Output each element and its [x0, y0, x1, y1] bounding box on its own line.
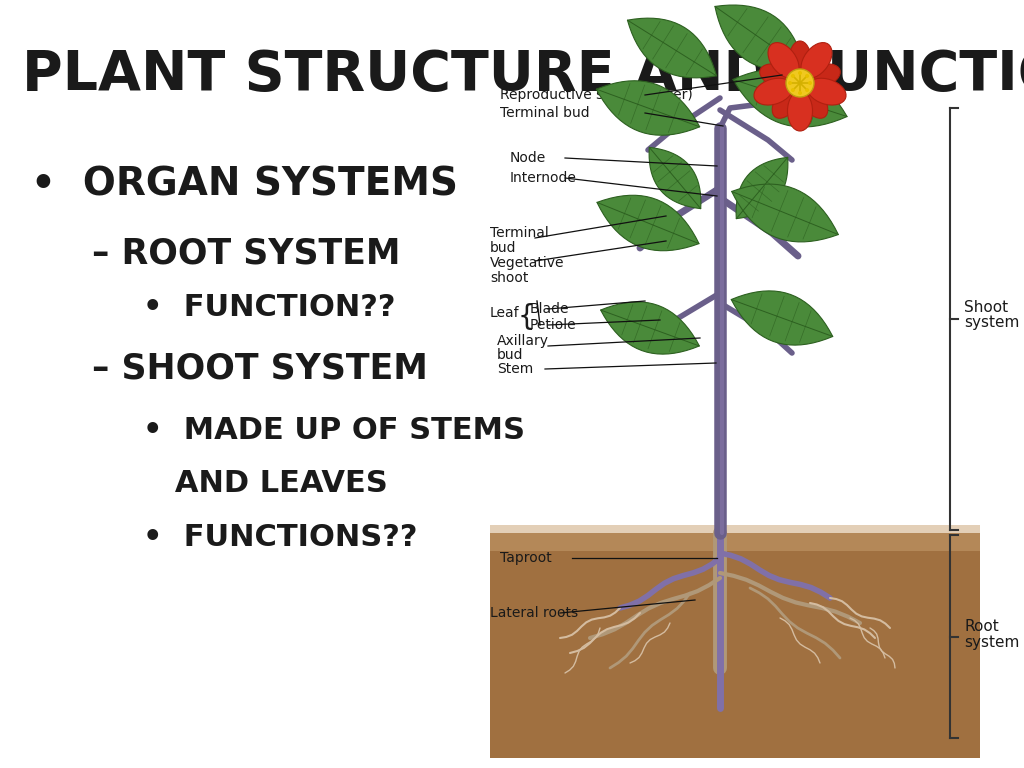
Text: Terminal: Terminal	[490, 226, 549, 240]
Text: Vegetative: Vegetative	[490, 256, 564, 270]
Text: system: system	[964, 316, 1019, 330]
Circle shape	[786, 69, 814, 97]
Text: Leaf: Leaf	[490, 306, 519, 320]
Polygon shape	[490, 525, 980, 551]
Text: Root: Root	[964, 619, 998, 634]
Text: – ROOT SYSTEM: – ROOT SYSTEM	[92, 237, 400, 270]
Text: {: {	[518, 303, 536, 331]
Ellipse shape	[800, 85, 827, 118]
Text: AND LEAVES: AND LEAVES	[143, 469, 388, 498]
Text: Internode: Internode	[510, 171, 577, 185]
Text: – SHOOT SYSTEM: – SHOOT SYSTEM	[92, 352, 428, 386]
Text: bud: bud	[497, 348, 523, 362]
Ellipse shape	[801, 42, 831, 78]
Polygon shape	[601, 302, 699, 354]
Polygon shape	[715, 5, 805, 71]
Circle shape	[805, 74, 809, 78]
Text: Reproductive shoot (flower): Reproductive shoot (flower)	[500, 88, 693, 102]
Text: bud: bud	[490, 241, 516, 255]
Text: •  FUNCTION??: • FUNCTION??	[143, 293, 396, 322]
Circle shape	[788, 81, 792, 85]
Ellipse shape	[807, 78, 846, 105]
Circle shape	[805, 88, 809, 92]
Text: Axillary: Axillary	[497, 334, 549, 348]
Circle shape	[808, 81, 812, 85]
Text: PLANT STRUCTURE AND FUNCTION: PLANT STRUCTURE AND FUNCTION	[22, 48, 1024, 102]
Ellipse shape	[768, 42, 799, 78]
Polygon shape	[732, 184, 839, 242]
Circle shape	[798, 71, 802, 75]
Text: Petiole: Petiole	[530, 318, 577, 332]
Text: •  ORGAN SYSTEMS: • ORGAN SYSTEMS	[31, 165, 458, 204]
Text: Blade: Blade	[530, 302, 569, 316]
Ellipse shape	[754, 78, 793, 105]
Ellipse shape	[760, 64, 797, 88]
Polygon shape	[597, 195, 699, 250]
Text: Node: Node	[510, 151, 546, 165]
Polygon shape	[733, 69, 847, 127]
Circle shape	[798, 91, 802, 95]
Ellipse shape	[772, 85, 801, 118]
Polygon shape	[596, 81, 699, 135]
Ellipse shape	[804, 64, 841, 88]
Polygon shape	[731, 291, 833, 345]
Text: shoot: shoot	[490, 271, 528, 285]
Text: •  MADE UP OF STEMS: • MADE UP OF STEMS	[143, 415, 525, 445]
Ellipse shape	[787, 91, 812, 131]
Polygon shape	[649, 147, 700, 209]
Circle shape	[791, 74, 795, 78]
Ellipse shape	[790, 41, 811, 79]
Text: Stem: Stem	[497, 362, 534, 376]
Polygon shape	[628, 18, 717, 78]
Text: Terminal bud: Terminal bud	[500, 106, 590, 120]
Polygon shape	[736, 157, 787, 219]
Text: Taproot: Taproot	[500, 551, 552, 565]
Polygon shape	[490, 533, 980, 758]
Text: Shoot: Shoot	[964, 300, 1008, 315]
Text: Lateral roots: Lateral roots	[490, 606, 579, 620]
Text: system: system	[964, 635, 1019, 650]
Circle shape	[791, 88, 795, 92]
Text: •  FUNCTIONS??: • FUNCTIONS??	[143, 523, 418, 552]
